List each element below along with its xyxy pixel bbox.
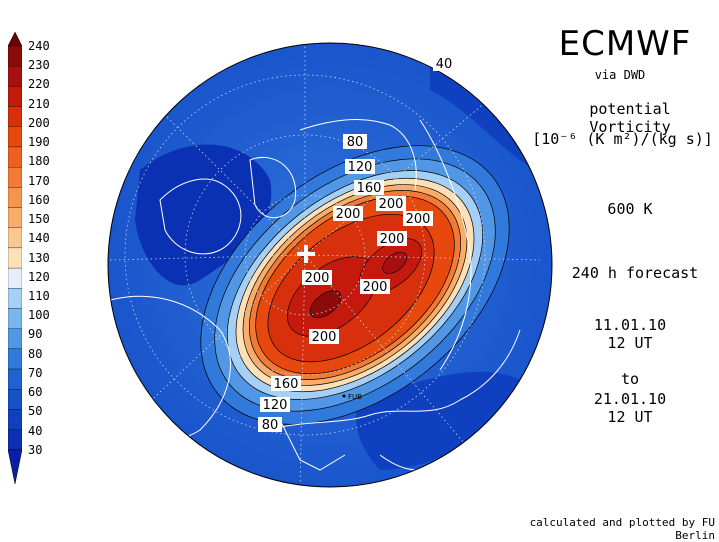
svg-text:200: 200 (380, 232, 405, 247)
isentropic-level: 600 K (607, 200, 653, 218)
valid-date: 21.01.10 (593, 390, 667, 408)
colorbar-tick-label: 190 (28, 135, 50, 150)
svg-text:160: 160 (357, 181, 382, 196)
contour-label: 200 (376, 196, 406, 212)
parameter-name: potential Vorticity (589, 100, 671, 136)
colorbar-tick-label: 110 (28, 288, 50, 303)
contour-label: 200 (333, 206, 363, 222)
parameter-unit: [10⁻⁶ (K m²)/(kg s)] (532, 130, 713, 148)
forecast-range: 240 h forecast (571, 264, 699, 282)
svg-text:80: 80 (262, 418, 279, 433)
valid-time: 12 UT (607, 408, 653, 426)
init-date: 11.01.10 (593, 316, 667, 334)
colorbar-tick-label: 50 (28, 404, 43, 419)
contour-label: 160 (354, 180, 384, 196)
colorbar-tick-label: 220 (28, 77, 50, 92)
colorbar-tick-label: 200 (28, 115, 50, 130)
colorbar-tick-label: 210 (28, 96, 50, 111)
pv-band-230 (309, 290, 342, 319)
init-datetime: 11.01.10 12 UT (580, 316, 680, 352)
colorbar (8, 32, 22, 484)
colorbar-tick-label: 180 (28, 154, 50, 169)
valid-datetime: 21.01.10 12 UT (580, 390, 680, 426)
credit-line: calculated and plotted by FU Berlin (529, 516, 715, 542)
colorbar-tick-label: 130 (28, 250, 50, 265)
colorbar-tick-label: 80 (28, 346, 43, 361)
colorbar-tick-label: 60 (28, 385, 43, 400)
colorbar-tick-label: 230 (28, 58, 50, 73)
low-pv-region (430, 60, 535, 170)
colorbar-tick-label: 150 (28, 212, 50, 227)
colorbar-cap-bottom (8, 449, 22, 484)
colorbar-tick-label: 120 (28, 269, 50, 284)
low-pv-region (356, 371, 520, 470)
colorbar-tick-label: 170 (28, 173, 50, 188)
svg-text:120: 120 (348, 160, 373, 175)
svg-text:160: 160 (274, 377, 299, 392)
contour-label: 200 (377, 231, 407, 247)
pv-band-220 (382, 251, 408, 274)
station-label: FUB (348, 393, 362, 401)
svg-text:80: 80 (347, 135, 364, 150)
colorbar-tick-label: 160 (28, 192, 50, 207)
data-source: via DWD (594, 68, 646, 82)
contour-label: 120 (345, 159, 375, 175)
svg-text:200: 200 (305, 271, 330, 286)
contour-label: 80 (343, 134, 367, 150)
contour-label: 80 (258, 417, 282, 433)
svg-text:200: 200 (379, 197, 404, 212)
pole-marker (304, 245, 308, 263)
svg-text:200: 200 (406, 212, 431, 227)
init-time: 12 UT (607, 334, 653, 352)
svg-text:120: 120 (263, 398, 288, 413)
colorbar-tick-label: 30 (28, 442, 43, 457)
svg-text:200: 200 (336, 207, 361, 222)
colorbar-tick-label: 90 (28, 327, 43, 342)
colorbar-tick-label: 40 (28, 423, 43, 438)
contour-label: 200 (403, 211, 433, 227)
contour-label: 200 (360, 279, 390, 295)
colorbar-tick-label: 140 (28, 231, 50, 246)
station-dot (342, 394, 346, 398)
colorbar-tick-label: 70 (28, 365, 43, 380)
colorbar-tick-label: 240 (28, 39, 50, 53)
model-title: ECMWF (558, 24, 692, 64)
svg-text:200: 200 (363, 280, 388, 295)
contour-label: 200 (309, 329, 339, 345)
svg-text:200: 200 (312, 330, 337, 345)
contour-label: 40 (433, 56, 455, 72)
svg-text:40: 40 (436, 57, 453, 72)
to-label: to (620, 370, 640, 388)
map-border (107, 42, 553, 488)
colorbar-tick-label: 100 (28, 308, 50, 323)
contour-label: 200 (302, 270, 332, 286)
contour-label: 160 (271, 376, 301, 392)
contour-label: 120 (260, 397, 290, 413)
